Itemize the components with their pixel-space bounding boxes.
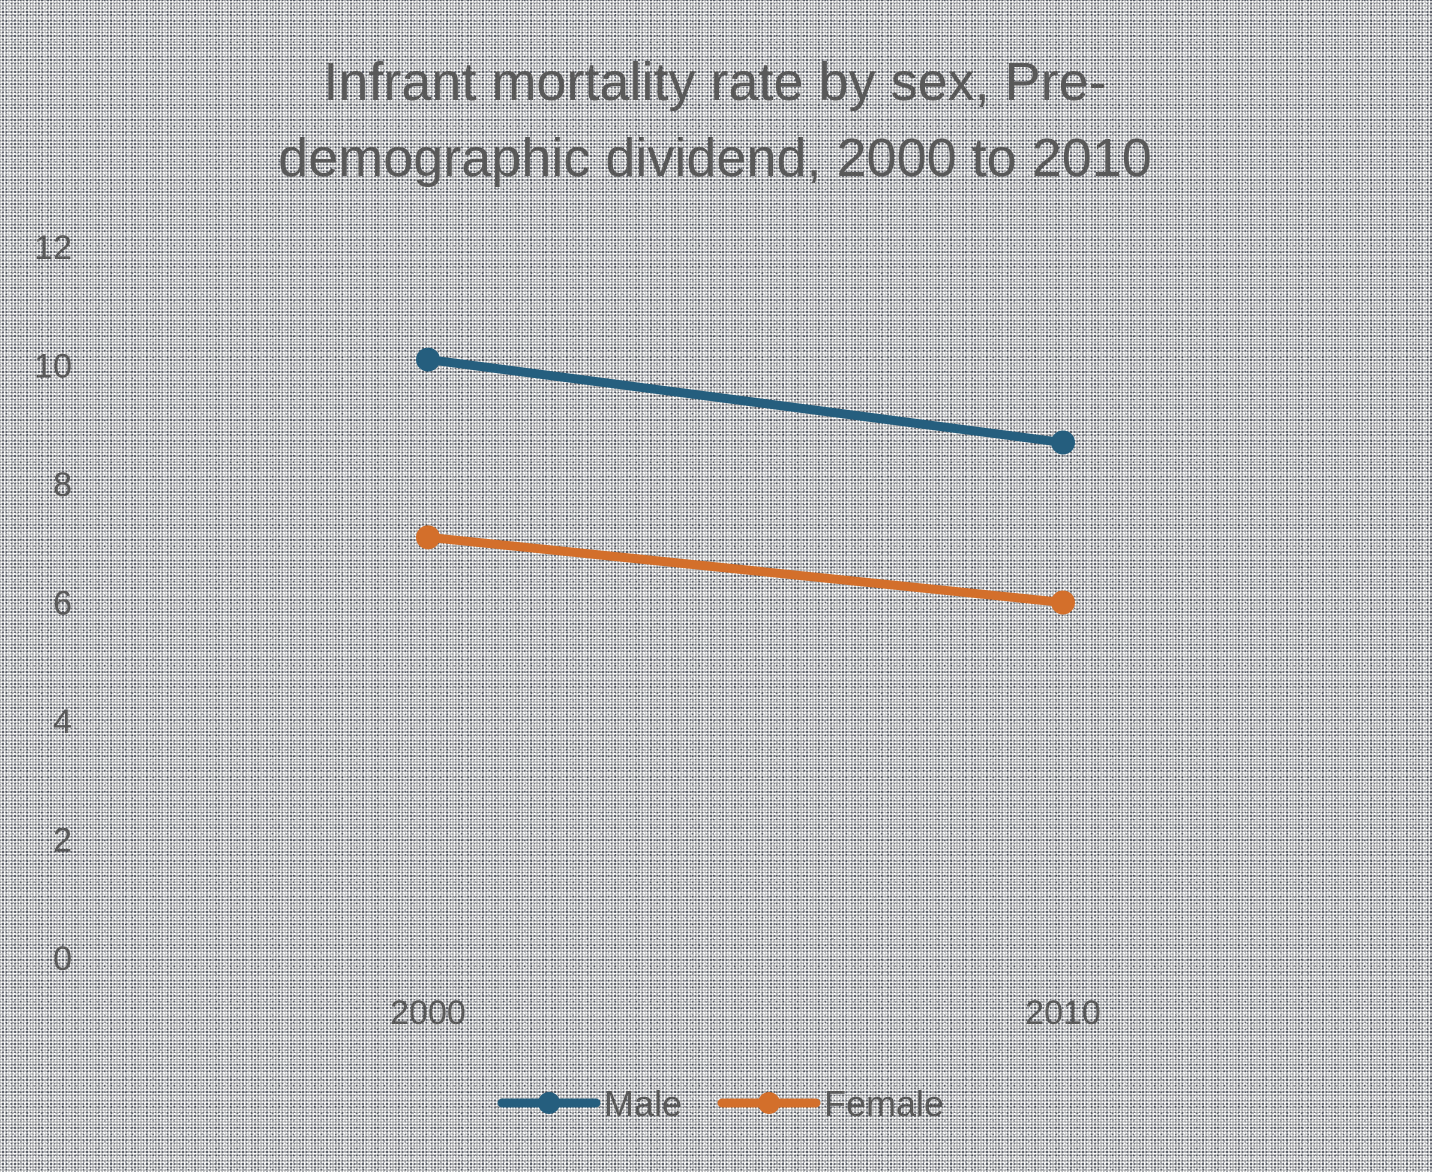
x-tick-label: 2000 <box>390 994 466 1032</box>
y-tick-label: 12 <box>34 229 72 267</box>
series-line-female <box>423 532 1068 607</box>
chart-title: Infrant mortality rate by sex, Pre- demo… <box>200 44 1230 196</box>
legend-swatch-marker-female <box>758 1092 780 1114</box>
data-point-male <box>1051 430 1075 455</box>
y-tick-label: 6 <box>53 585 72 623</box>
data-point-female <box>1051 590 1075 615</box>
data-point-female <box>416 525 440 550</box>
chart-title-line-1: Infrant mortality rate by sex, Pre- <box>323 52 1107 112</box>
legend-label-male: Male <box>604 1083 682 1124</box>
series-line-male <box>423 355 1068 448</box>
y-tick-label: 4 <box>53 703 72 741</box>
y-tick-label: 0 <box>53 940 72 978</box>
data-point-male <box>416 347 440 372</box>
y-tick-label: 8 <box>53 466 72 504</box>
legend-label-female: Female <box>824 1083 944 1124</box>
legend-swatch-marker-male <box>538 1092 560 1114</box>
y-tick-label: 2 <box>53 822 72 860</box>
y-tick-label: 10 <box>34 348 72 386</box>
chart-title-line-2: demographic dividend, 2000 to 2010 <box>278 128 1152 188</box>
x-tick-label: 2010 <box>1025 994 1101 1032</box>
